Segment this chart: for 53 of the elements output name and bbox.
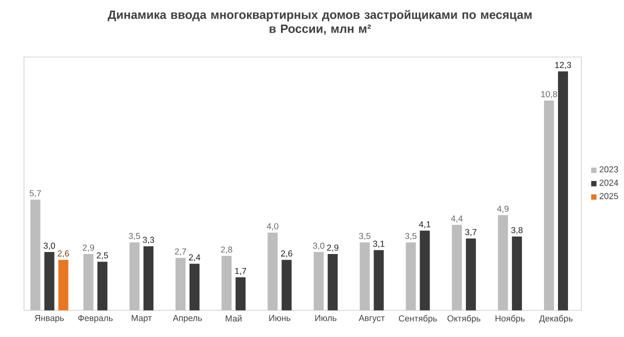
- x-tick-label: Декабрь: [539, 315, 573, 324]
- data-label: 2,6: [58, 250, 69, 258]
- bar: [328, 254, 338, 310]
- bar: [190, 264, 200, 310]
- x-tick-label: Август: [358, 315, 385, 323]
- x-tick-label: Февраль: [78, 315, 113, 323]
- bar: [558, 71, 568, 310]
- data-label: 5,7: [30, 190, 41, 198]
- x-tick-label: Сентябрь: [398, 315, 437, 324]
- x-tick-label: Январь: [34, 315, 64, 323]
- data-label: 3,1: [373, 240, 384, 248]
- bar: [466, 238, 476, 310]
- data-label: 3,5: [359, 232, 370, 240]
- data-label: 4,9: [497, 206, 509, 213]
- x-tick-label: Март: [132, 315, 152, 323]
- data-label: 3,0: [313, 242, 324, 250]
- x-tick-label: Ноябрь: [496, 315, 525, 324]
- bar: [143, 246, 154, 310]
- data-label: 2,7: [174, 248, 186, 256]
- data-label: 2,5: [96, 252, 108, 260]
- data-label: 2,4: [188, 254, 200, 262]
- data-label: 3,3: [142, 236, 154, 244]
- x-tick-label: Апрель: [172, 315, 202, 323]
- bar: [97, 262, 108, 310]
- x-tick-label: Июнь: [269, 315, 290, 322]
- legend-label: 2025: [600, 193, 618, 200]
- bar: [420, 230, 430, 310]
- x-tick-label: Июль: [315, 315, 336, 322]
- data-label: 1,7: [235, 268, 246, 276]
- bar: [282, 260, 292, 310]
- bar: [374, 250, 384, 310]
- data-label: 3,5: [405, 232, 416, 240]
- data-label: 4,4: [451, 216, 463, 223]
- x-tick-label: Май: [226, 315, 242, 322]
- data-label: 12,3: [555, 62, 572, 70]
- data-label: 3,0: [44, 242, 56, 250]
- legend-label: 2024: [600, 180, 618, 186]
- data-label: 4,1: [419, 221, 430, 228]
- data-label: 2,8: [220, 246, 232, 254]
- data-label: 10,8: [541, 91, 558, 98]
- bar: [236, 277, 246, 310]
- data-label: 2,9: [327, 244, 338, 252]
- x-tick-label: Октябрь: [448, 315, 480, 324]
- data-label: 3,7: [465, 229, 476, 236]
- chart-title: Динамика ввода многоквартирных домов застройщиками по месяцам в России, млн м²: [108, 10, 532, 35]
- data-label: 2,9: [82, 244, 94, 252]
- bar: [512, 236, 522, 310]
- legend-label: 2023: [600, 166, 618, 172]
- bar: [58, 260, 68, 310]
- data-label: 3,8: [511, 227, 523, 234]
- data-label: 4,0: [266, 223, 278, 230]
- data-label: 3,5: [128, 232, 140, 240]
- data-label: 2,6: [281, 250, 292, 258]
